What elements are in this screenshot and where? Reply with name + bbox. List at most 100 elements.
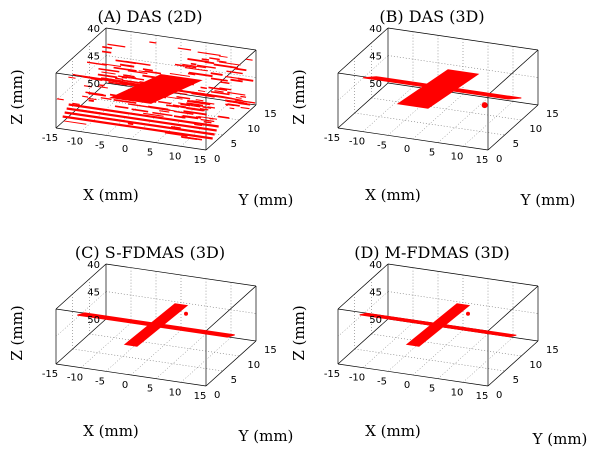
- grid-line: [355, 113, 505, 135]
- x-tick-label: -5: [95, 140, 105, 151]
- target-streak: [102, 47, 112, 48]
- y-tick-label: 0: [214, 154, 220, 165]
- target-streak: [149, 42, 156, 43]
- z-tick-label: 45: [369, 52, 382, 63]
- x-tick-label: -10: [349, 137, 365, 148]
- target-streak: [211, 78, 228, 80]
- target-streak: [89, 100, 94, 101]
- target-streak: [202, 59, 209, 60]
- x-tick-label: -5: [377, 376, 387, 387]
- box-edge: [488, 286, 538, 331]
- x-axis-label: X (mm): [83, 186, 139, 204]
- x-tick-label: 5: [147, 148, 153, 159]
- target-streak: [128, 123, 133, 124]
- z-tick-label: 50: [369, 315, 382, 326]
- target-streak: [204, 122, 212, 123]
- target-streak: [101, 72, 115, 74]
- x-tick-label: -10: [349, 373, 365, 384]
- target-streak: [219, 62, 240, 65]
- y-tick-label: 5: [513, 139, 519, 150]
- y-axis-label: Y (mm): [238, 191, 294, 209]
- z-tick-label: 40: [87, 260, 100, 271]
- y-tick-label: 15: [264, 109, 277, 120]
- target-streak: [101, 98, 112, 100]
- z-tick-label: 50: [87, 315, 100, 326]
- y-tick-label: 5: [231, 375, 237, 386]
- target-streak: [198, 52, 221, 55]
- target-wire: [407, 304, 469, 346]
- x-tick-label: -10: [67, 373, 83, 384]
- target-streak: [143, 69, 153, 70]
- target-wire: [398, 70, 478, 108]
- y-tick-label: 10: [247, 360, 260, 371]
- target-streak: [201, 87, 207, 88]
- z-axis-label: Z (mm): [290, 69, 308, 124]
- target-streak: [128, 104, 151, 107]
- target-streak: [99, 85, 104, 86]
- target-streak: [214, 64, 238, 68]
- z-tick-label: 45: [87, 52, 100, 63]
- grid-line: [371, 98, 521, 120]
- grid-line: [73, 349, 223, 371]
- y-tick-label: 15: [546, 109, 559, 120]
- target-streak: [139, 71, 145, 72]
- target-streak: [178, 48, 191, 50]
- y-tick-label: 0: [214, 390, 220, 401]
- target-streak: [240, 96, 246, 97]
- target-streak: [115, 106, 128, 108]
- grid-line: [363, 323, 413, 368]
- target-streak: [64, 121, 86, 124]
- grid-line: [156, 334, 206, 379]
- target-streak: [98, 75, 117, 78]
- target-wire: [125, 304, 187, 346]
- target-streak: [230, 108, 235, 109]
- target-streak: [211, 73, 223, 75]
- target-streak: [209, 118, 213, 119]
- x-tick-label: 10: [169, 151, 182, 162]
- x-tick-label: 15: [194, 391, 207, 402]
- y-tick-label: 0: [496, 154, 502, 165]
- target-streak: [132, 109, 149, 111]
- x-tick-label: 0: [404, 144, 410, 155]
- target-streak: [122, 77, 127, 78]
- target-streak: [110, 95, 116, 96]
- x-tick-label: 10: [451, 151, 464, 162]
- target-streak: [209, 58, 219, 60]
- x-tick-label: 0: [122, 144, 128, 155]
- target-streak: [236, 98, 242, 99]
- target-streak: [142, 76, 156, 78]
- z-axis-label: Z (mm): [290, 305, 308, 360]
- x-tick-label: -15: [42, 369, 58, 380]
- red-target: [360, 304, 517, 346]
- z-tick-label: 45: [87, 288, 100, 299]
- y-tick-label: 15: [546, 345, 559, 356]
- z-tick-label: 40: [369, 24, 382, 35]
- target-streak: [114, 68, 137, 71]
- target-streak: [158, 102, 171, 104]
- chart-title: (B) DAS (3D): [379, 7, 484, 26]
- target-streak: [235, 69, 247, 71]
- box-edge: [206, 286, 256, 331]
- x-tick-label: 15: [476, 155, 489, 166]
- y-axis-label: Y (mm): [520, 191, 576, 209]
- target-streak: [131, 77, 136, 78]
- target-streak: [159, 111, 169, 112]
- target-streak: [211, 92, 230, 95]
- target-speck: [482, 102, 488, 108]
- target-streak: [115, 78, 123, 79]
- target-speck: [466, 312, 470, 316]
- target-streak: [126, 62, 151, 66]
- z-axis-label: Z (mm): [8, 69, 26, 124]
- target-streak: [225, 76, 239, 78]
- x-tick-label: 15: [476, 391, 489, 402]
- target-streak: [98, 69, 119, 72]
- z-tick-label: 45: [369, 288, 382, 299]
- target-streak: [229, 93, 245, 95]
- target-streak: [82, 96, 88, 97]
- x-tick-label: -10: [67, 137, 83, 148]
- z-tick-label: 50: [369, 79, 382, 90]
- target-streak: [246, 59, 253, 60]
- box-edge: [488, 50, 538, 95]
